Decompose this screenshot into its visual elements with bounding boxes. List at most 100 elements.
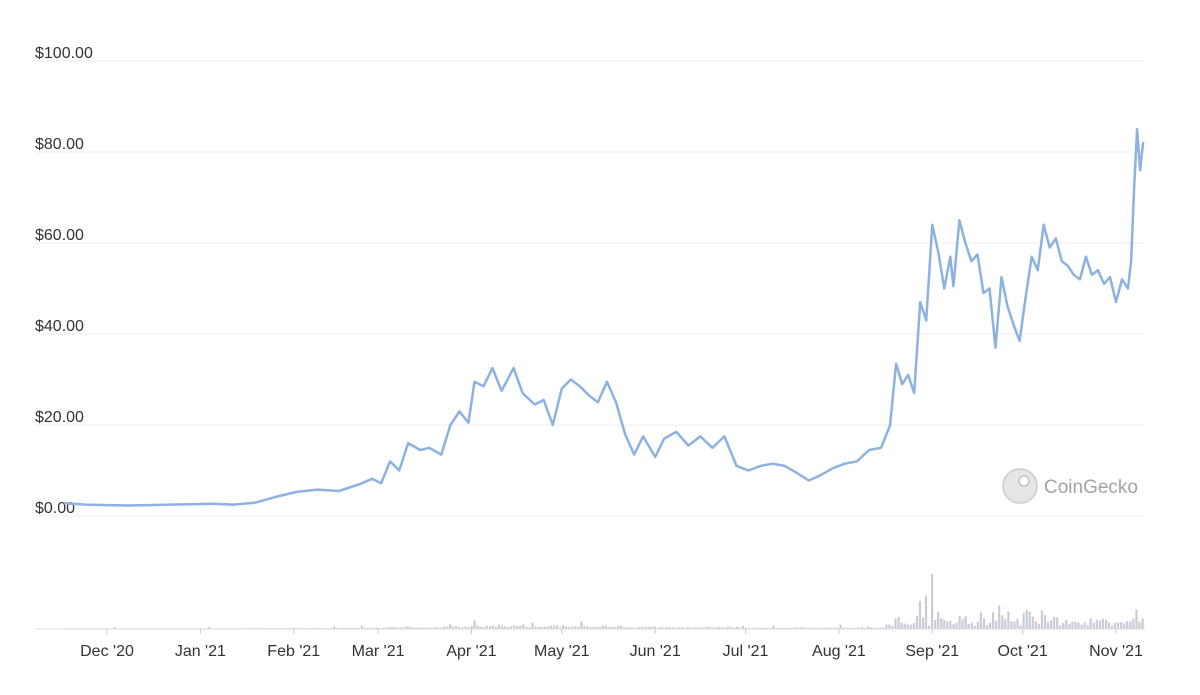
- coingecko-logo-icon: [1002, 468, 1038, 504]
- volume-bar: [586, 626, 589, 629]
- volume-bar: [824, 627, 827, 629]
- volume-bar: [629, 627, 632, 629]
- volume-bar: [668, 627, 671, 629]
- volume-bar: [802, 627, 806, 629]
- volume-bar: [735, 626, 738, 629]
- volume-bar: [583, 626, 586, 629]
- volume-bar: [836, 627, 839, 629]
- volume-bar: [979, 612, 982, 629]
- volume-bar: [912, 623, 915, 629]
- volume-bar: [546, 626, 549, 629]
- volume-bar: [415, 627, 418, 629]
- volume-bar: [394, 627, 397, 629]
- volume-bar: [443, 626, 446, 629]
- volume-bar: [1019, 625, 1022, 629]
- volume-bar: [702, 627, 705, 629]
- volume-bar: [970, 622, 973, 629]
- volume-bar: [436, 627, 440, 629]
- volume-bar: [745, 627, 748, 629]
- volume-bar: [488, 626, 491, 629]
- volume-bar: [818, 627, 821, 629]
- y-tick-label: $40.00: [35, 318, 84, 335]
- volume-bar: [1004, 619, 1007, 629]
- x-tick-label: May '21: [534, 643, 590, 660]
- volume-bar: [113, 626, 116, 629]
- volume-bar: [397, 627, 400, 629]
- volume-bar: [348, 627, 351, 629]
- volume-bar: [543, 627, 546, 629]
- volume-bar: [900, 622, 903, 629]
- volume-bar: [409, 627, 412, 629]
- volume-bar: [412, 627, 415, 629]
- volume-bar: [1080, 624, 1083, 629]
- volume-bar: [943, 619, 946, 629]
- volume-bar: [613, 627, 616, 629]
- volume-bar: [1022, 612, 1025, 629]
- volume-bar: [909, 624, 912, 629]
- volume-bar: [1043, 615, 1047, 629]
- volume-bar: [729, 626, 732, 629]
- volume-bar: [863, 627, 867, 629]
- volume-bar: [928, 625, 931, 629]
- volume-bar: [708, 626, 711, 629]
- volume-bar: [754, 627, 757, 629]
- volume-bar: [604, 625, 607, 629]
- volume-bar: [1086, 625, 1089, 629]
- volume-bar: [644, 627, 647, 629]
- x-tick-label: Jun '21: [630, 643, 681, 660]
- volume-bar: [507, 626, 510, 629]
- volume-bar: [674, 627, 677, 629]
- volume-bar: [363, 627, 366, 629]
- volume-bar: [626, 627, 629, 629]
- volume-bar: [467, 627, 470, 629]
- volume-bar: [461, 627, 464, 629]
- volume-bar: [616, 625, 620, 629]
- volume-bar: [598, 627, 601, 629]
- volume-bar: [897, 617, 900, 629]
- volume-bar: [1010, 621, 1013, 629]
- volume-bar: [1016, 619, 1019, 629]
- volume-bar: [690, 627, 693, 629]
- volume-bar: [870, 627, 873, 629]
- volume-bar: [342, 627, 345, 629]
- volume-bar: [1031, 616, 1034, 629]
- y-tick-label: $60.00: [35, 227, 84, 244]
- volume-bar: [873, 627, 876, 629]
- volume-bar: [741, 625, 745, 629]
- volume-bar: [555, 625, 559, 629]
- volume-bar: [680, 627, 684, 629]
- volume-bar: [552, 625, 555, 629]
- volume-bar: [610, 626, 613, 629]
- x-tick-label: Oct '21: [998, 643, 1048, 660]
- volume-bar: [333, 626, 336, 629]
- volume-bar: [440, 627, 443, 629]
- volume-bar: [656, 627, 659, 629]
- volume-bar: [418, 627, 421, 629]
- volume-bar: [781, 627, 784, 629]
- volume-bar: [693, 627, 696, 629]
- volume-bar: [1114, 622, 1117, 629]
- volume-bar: [952, 624, 955, 629]
- volume-bar: [482, 627, 485, 629]
- volume-bar: [549, 625, 552, 629]
- volume-bar: [699, 627, 702, 629]
- volume-bar: [989, 623, 992, 629]
- volume-bar: [711, 627, 714, 629]
- volume-bar: [1126, 621, 1129, 629]
- volume-bar: [937, 611, 940, 629]
- volume-bar: [592, 626, 595, 629]
- volume-bar: [1034, 621, 1037, 629]
- volume-bar: [562, 625, 565, 629]
- volume-bar: [995, 620, 998, 629]
- volume-bar: [796, 627, 799, 629]
- volume-bar: [351, 627, 354, 629]
- volume-bar: [946, 621, 949, 629]
- x-tick-label: Aug '21: [812, 643, 866, 660]
- volume-bar: [534, 626, 537, 629]
- volume-bar: [360, 625, 363, 629]
- volume-bar: [647, 627, 650, 629]
- volume-bar: [369, 627, 372, 629]
- volume-bar: [385, 627, 388, 629]
- volume-bar: [580, 621, 583, 629]
- volume-bar: [790, 627, 793, 629]
